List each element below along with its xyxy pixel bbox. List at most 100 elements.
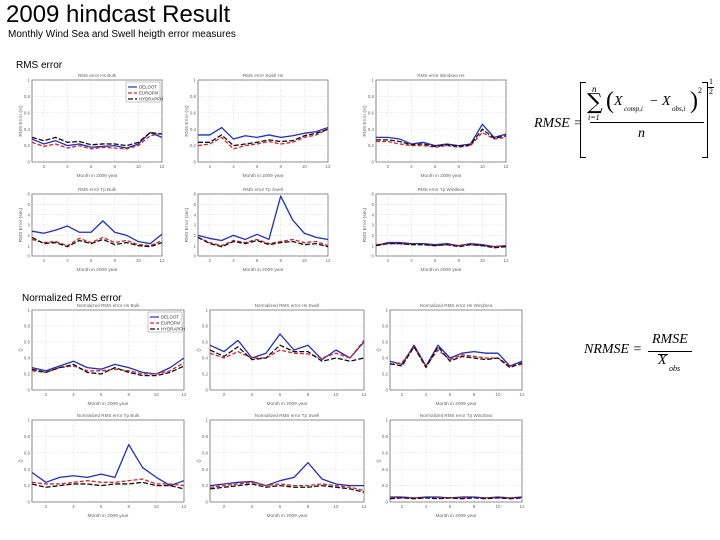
- y-tick-label: 0.8: [24, 324, 31, 329]
- y-tick-label: 0.6: [24, 450, 31, 455]
- series-line-3: [209, 344, 365, 362]
- plot-area: [389, 309, 523, 391]
- nrmse-numerator: RMSE: [652, 332, 688, 347]
- y-tick-label: 0.4: [368, 127, 375, 132]
- x-tick-label: 8: [307, 392, 310, 397]
- section-label-rms: RMS error: [16, 60, 63, 71]
- series-line-3: [375, 242, 507, 249]
- y-tick-label: 0: [372, 254, 375, 259]
- y-axis-label: RMS Error (sec): [184, 207, 190, 242]
- rmse-bracket-left: [580, 82, 586, 158]
- y-tick-label: 0.2: [190, 143, 197, 148]
- series-line-3: [376, 128, 507, 148]
- y-axis-label: (): [376, 348, 382, 352]
- y-tick-label: 4: [194, 212, 197, 217]
- y-tick-label: 0.4: [24, 467, 31, 472]
- y-tick-label: 0.6: [24, 340, 31, 345]
- x-tick-label: 8: [473, 392, 476, 397]
- chart-8: Normalized RMS error Hs Swell 0 0.2 0.4 0.6 0…: [196, 303, 367, 407]
- series-line-1: [389, 344, 523, 367]
- y-tick-label: 0.6: [24, 110, 31, 115]
- y-tick-label: 1: [372, 78, 375, 83]
- y-tick-label: 3: [194, 223, 197, 228]
- x-tick-label: 6: [100, 392, 103, 397]
- y-tick-label: 0: [206, 500, 209, 505]
- x-tick-label: 8: [114, 164, 117, 169]
- y-tick-label: 0: [386, 388, 389, 393]
- chart-9: Normalized RMS error Hs WindSea 0 0.2 0.4 0.…: [376, 303, 525, 407]
- x-tick-label: 6: [434, 164, 437, 169]
- y-tick-label: 1: [206, 418, 209, 423]
- y-tick-label: 1: [28, 243, 31, 248]
- x-tick-label: 10: [496, 504, 501, 509]
- rmse-denominator: n: [638, 126, 645, 141]
- rmse-square: 2: [698, 86, 702, 95]
- rmse-minus: −: [650, 94, 658, 109]
- x-tick-label: 2: [45, 392, 48, 397]
- y-tick-label: 0.6: [202, 450, 209, 455]
- x-tick-label: 12: [160, 258, 165, 263]
- series-line-3: [31, 481, 185, 490]
- chart-title: RMS error Swell Hs: [243, 73, 284, 78]
- y-tick-label: 0.2: [202, 483, 209, 488]
- legend-label: EUROFM: [139, 91, 158, 96]
- y-tick-label: 0: [194, 160, 197, 165]
- chart-title: Normalized RMS error Tp WindSea: [420, 413, 493, 418]
- plot-area: [209, 419, 365, 503]
- x-axis-label: Month in 2009 year: [76, 173, 117, 179]
- y-tick-label: 6: [194, 192, 197, 197]
- series-line-3: [31, 236, 163, 248]
- x-tick-label: 8: [128, 504, 131, 509]
- x-tick-label: 2: [401, 392, 404, 397]
- x-tick-label: 4: [66, 258, 69, 263]
- chart-title: RMS error Tp Swell: [243, 187, 283, 192]
- nrmse-x-bar: X: [658, 353, 667, 368]
- x-tick-label: 12: [504, 258, 509, 263]
- y-tick-label: 0: [28, 500, 31, 505]
- x-tick-label: 4: [425, 504, 428, 509]
- y-tick-label: 2: [194, 233, 197, 238]
- y-axis-label: RMS Error (m): [18, 105, 24, 137]
- y-tick-label: 0.2: [382, 372, 389, 377]
- y-tick-label: 0: [194, 254, 197, 259]
- x-tick-label: 4: [425, 392, 428, 397]
- x-tick-label: 2: [43, 164, 46, 169]
- series-line-3: [31, 131, 163, 147]
- x-tick-label: 2: [223, 504, 226, 509]
- y-tick-label: 2: [28, 233, 31, 238]
- series-line-1: [209, 461, 364, 487]
- y-tick-label: 0.6: [382, 450, 389, 455]
- x-axis-label: Month in 2009 year: [435, 401, 476, 407]
- nrmse-fraction-bar: [648, 351, 692, 352]
- y-axis-label: (): [196, 459, 202, 463]
- x-tick-label: 10: [136, 258, 141, 263]
- x-tick-label: 12: [362, 392, 367, 397]
- chart-title: RMS error Hs Bulk: [78, 73, 117, 78]
- y-tick-label: 0.8: [190, 94, 197, 99]
- y-tick-label: 1: [194, 78, 197, 83]
- rmse-sum-upper: n: [592, 84, 597, 94]
- x-axis-label: Month in 2009 year: [420, 173, 461, 179]
- legend-label: DELOOT: [161, 315, 179, 320]
- x-tick-label: 2: [43, 258, 46, 263]
- chart-10: Normalized RMS error Tp Bulk 0 0.2 0.4 0.6 0.…: [18, 413, 187, 519]
- y-tick-label: 0.8: [382, 434, 389, 439]
- x-axis-label: Month in 2009 year: [266, 401, 307, 407]
- x-tick-label: 8: [128, 392, 131, 397]
- y-tick-label: 1: [386, 308, 389, 313]
- rmse-obs-sub: obs,i: [672, 105, 686, 113]
- x-tick-label: 10: [480, 164, 485, 169]
- x-tick-label: 12: [520, 392, 525, 397]
- y-tick-label: 1: [206, 308, 209, 313]
- y-axis-label: (): [18, 348, 24, 352]
- series-line-3: [197, 236, 329, 248]
- x-axis-label: Month in 2009 year: [87, 401, 128, 407]
- x-axis-label: Month in 2009 year: [435, 513, 476, 519]
- x-axis-label: Month in 2009 year: [242, 267, 283, 273]
- y-tick-label: 3: [28, 223, 31, 228]
- chart-title: Normalized RMS error Tp Bulk: [77, 413, 140, 418]
- chart-title: RMS error Windsea Hs: [417, 73, 465, 78]
- series-line-1: [197, 195, 329, 242]
- x-tick-label: 6: [256, 258, 259, 263]
